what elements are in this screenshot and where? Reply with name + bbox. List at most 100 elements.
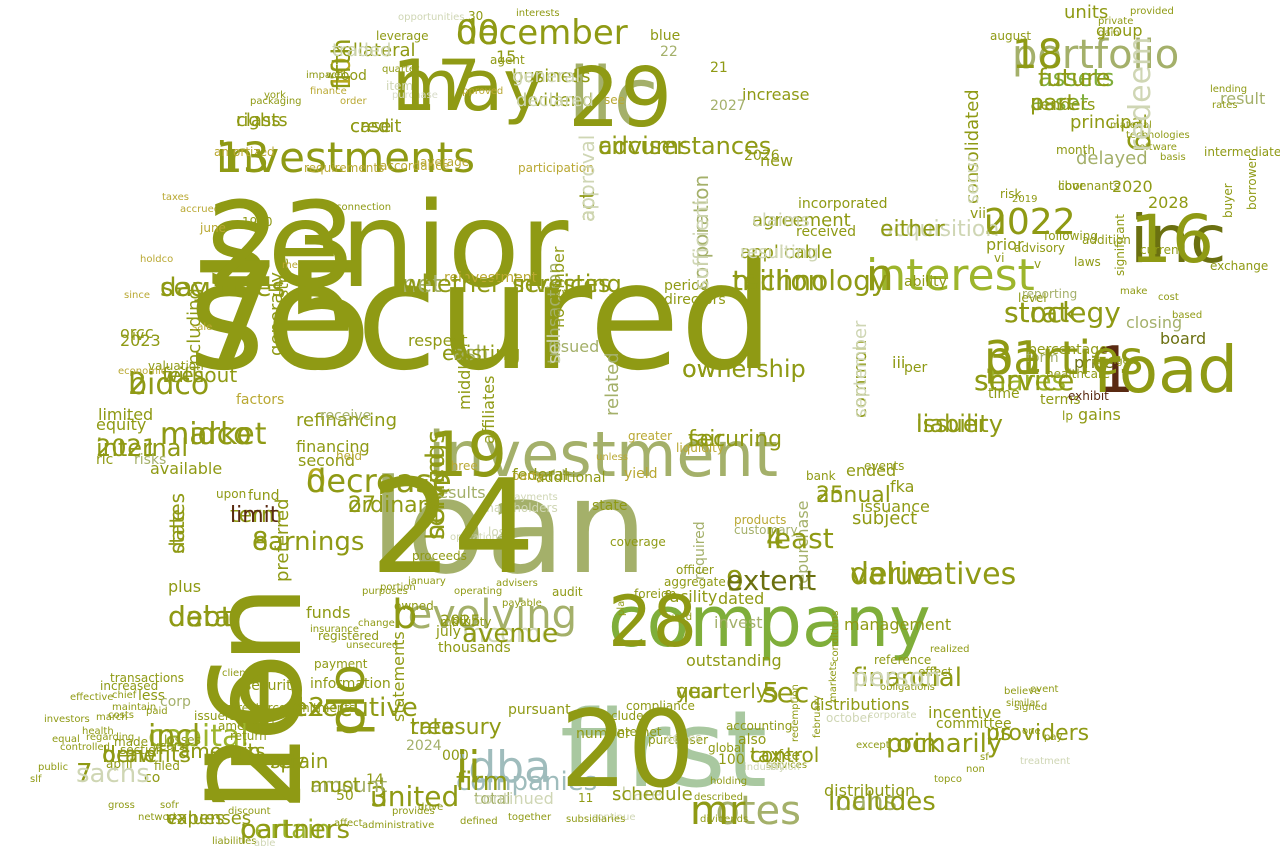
word-changes: changes	[1092, 356, 1134, 367]
word-paid: paid	[146, 706, 168, 717]
word-least: least	[766, 522, 834, 555]
word-bank: bank	[806, 469, 836, 483]
word-gross: gross	[108, 800, 135, 811]
word-order: order	[340, 96, 368, 107]
word-senior: senior	[206, 176, 569, 314]
word-continue: continue	[592, 812, 635, 823]
word-accrued: accrued	[180, 204, 220, 215]
word-transactions: transactions	[110, 671, 184, 685]
word-subject: subject	[852, 508, 917, 529]
word-share: share	[612, 784, 662, 805]
word-security: security	[244, 678, 300, 694]
word-products: products	[734, 513, 786, 527]
word-statements: statements	[389, 631, 408, 722]
word-without: without	[162, 363, 237, 387]
word-2026: 2026	[744, 148, 780, 164]
word-drive: drive	[418, 802, 443, 813]
word-economic: economic	[118, 366, 166, 377]
word-issuer: issuer	[916, 410, 988, 438]
word-internet: internet	[614, 725, 662, 739]
word-dividends: dividends	[700, 814, 748, 825]
word-4: 4	[766, 522, 784, 555]
word-13: 13	[216, 133, 269, 182]
word-includes: includes	[828, 787, 936, 817]
word-covenants: covenants	[1058, 179, 1120, 193]
word-acquisition: acquisition	[880, 217, 999, 242]
word-1: 1	[1094, 334, 1135, 408]
word-2020: 2020	[1112, 177, 1153, 196]
word-directorcommitments: directorcommitments	[226, 701, 355, 715]
word-quarterly: quarterly	[676, 679, 768, 703]
word-revolving: revolving	[392, 592, 577, 638]
word-equal: equal	[52, 734, 80, 745]
word-iii: iii	[892, 353, 905, 372]
word-amount: amount	[310, 773, 387, 797]
word-liability: liability	[916, 410, 1003, 438]
word-leverage: leverage	[376, 29, 429, 43]
word-coverage: coverage	[610, 535, 666, 549]
word-partners: partners	[240, 815, 350, 845]
word-effective: effective	[70, 692, 113, 703]
word-risks: risks	[134, 452, 166, 468]
word-distributions: distributions	[810, 695, 910, 714]
word-addition: addition	[1082, 233, 1131, 247]
word-00: 00	[456, 13, 499, 53]
word-day: day	[160, 273, 208, 303]
word-6: 6	[1123, 133, 1158, 152]
word-rock: rock	[886, 729, 941, 759]
word-believe: believe	[1004, 686, 1040, 697]
word-participation: participation	[518, 161, 594, 175]
word-topco: topco	[934, 774, 962, 785]
word-vi: vi	[994, 251, 1004, 265]
word-circumstances: circumstances	[598, 132, 771, 160]
word-also: also	[738, 732, 766, 748]
word-funds: funds	[306, 603, 350, 622]
word-date: date	[165, 509, 189, 554]
word-providers: providers	[986, 721, 1089, 746]
word-directors: directors	[664, 292, 726, 308]
word-item: item	[386, 79, 413, 93]
word-filed: filed	[154, 759, 180, 773]
word-customary: customary	[734, 523, 798, 537]
word-decrease: decrease	[306, 462, 452, 500]
word-stock: stock	[1004, 296, 1079, 329]
word-7: 7	[76, 759, 93, 789]
word-january: january	[407, 576, 446, 587]
word-repurchase: repurchase	[793, 500, 812, 590]
word-annual: annual	[816, 483, 891, 508]
word-general: general	[512, 66, 580, 87]
word-loans: loans	[828, 787, 897, 817]
word-advisers: advisers	[496, 578, 538, 589]
word-clo: clo	[318, 664, 376, 736]
word-ownership: ownership	[682, 355, 806, 383]
word-related: related	[602, 352, 623, 416]
word-portfolio: portfolio	[1012, 32, 1179, 78]
word-value: value	[850, 557, 932, 592]
word-street: street	[273, 251, 292, 298]
word-16: 16	[1130, 201, 1214, 278]
word-september: september	[850, 320, 871, 418]
word-similar: similar	[1006, 698, 1040, 709]
word-year: year	[676, 679, 721, 703]
word-management: management	[844, 615, 951, 634]
word-agreement: agreement	[752, 210, 851, 231]
word-borrower: borrower	[1245, 156, 1259, 210]
word-impact: impact	[306, 70, 340, 81]
word-5: 5	[762, 676, 780, 709]
word-compliance: compliance	[626, 699, 695, 713]
word-2021: 2021	[96, 434, 157, 462]
word-software: software	[1134, 142, 1177, 153]
word-securities: securities	[160, 273, 285, 303]
word-owned: owned	[394, 599, 434, 613]
word-purchase: purchase	[392, 90, 438, 101]
word-payments: payments	[508, 492, 558, 503]
word-treasury: treasury	[410, 715, 502, 740]
word-2028: 2028	[1148, 193, 1189, 212]
word-event: event	[1030, 684, 1059, 695]
word-additional: additional	[536, 470, 606, 486]
word-chief: chief	[112, 690, 137, 701]
word-gain: gain	[1098, 28, 1120, 39]
word-received: received	[796, 224, 856, 240]
word-amortized: amortized	[214, 145, 275, 159]
word-term: term	[230, 503, 282, 528]
